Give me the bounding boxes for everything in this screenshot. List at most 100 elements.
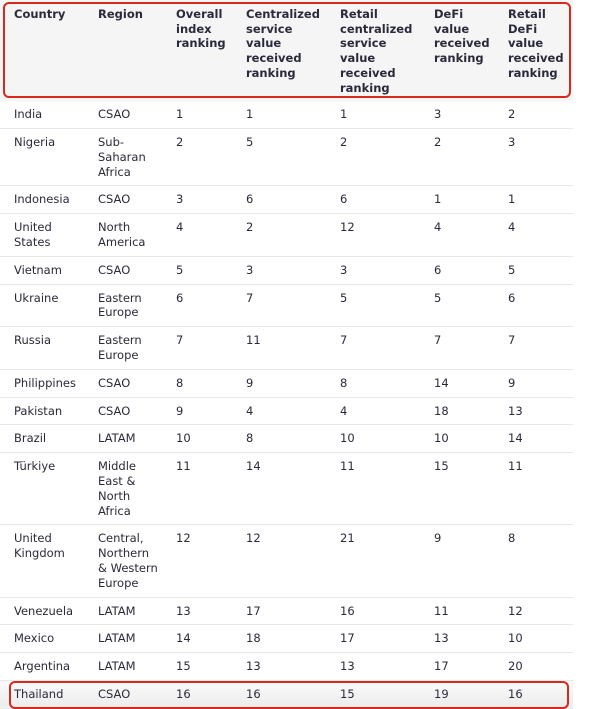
table-row: Venezuela LATAM 13 17 16 11 12: [0, 597, 573, 626]
rank-cell: 14: [162, 624, 232, 654]
rank-cell: 7: [494, 326, 573, 370]
rank-cell: 16: [494, 680, 573, 709]
table-row: Türkiye Middle East & North Africa 11 14 11 1…: [0, 452, 573, 526]
rank-cell: 10: [494, 624, 573, 654]
rank-cell: 1: [326, 101, 420, 130]
table-row: Nigeria Sub-Saharan Africa 2 5 2 2 3: [0, 128, 573, 187]
rank-cell: 18: [232, 624, 326, 654]
rank-cell: 6: [232, 185, 326, 215]
rank-cell: 3: [162, 185, 232, 215]
rank-cell: 12: [232, 524, 326, 598]
region-cell: Middle East & North Africa: [84, 452, 162, 526]
rank-cell: 4: [420, 213, 494, 257]
rank-cell: 5: [232, 128, 326, 187]
rank-cell: 5: [494, 256, 573, 285]
rank-cell: 7: [326, 326, 420, 370]
table-row: India CSAO 1 1 1 3 2: [0, 101, 573, 130]
rank-cell: 15: [420, 452, 494, 526]
region-cell: LATAM: [84, 597, 162, 626]
rank-cell: 11: [420, 597, 494, 626]
rank-cell: 13: [494, 397, 573, 426]
rank-cell: 14: [494, 424, 573, 454]
rank-cell: 13: [326, 652, 420, 681]
region-cell: Eastern Europe: [84, 326, 162, 370]
region-cell: Eastern Europe: [84, 284, 162, 328]
region-cell: LATAM: [84, 652, 162, 681]
country-cell: United Kingdom: [0, 524, 84, 598]
rank-cell: 5: [420, 284, 494, 328]
rank-cell: 7: [162, 326, 232, 370]
rank-cell: 7: [420, 326, 494, 370]
rank-cell: 21: [326, 524, 420, 598]
rank-cell: 13: [162, 597, 232, 626]
rank-cell: 20: [494, 652, 573, 681]
table-row: Mexico LATAM 14 18 17 13 10: [0, 624, 573, 654]
rank-cell: 10: [326, 424, 420, 454]
rank-cell: 16: [326, 597, 420, 626]
rank-cell: 9: [232, 369, 326, 398]
table-row: Philippines CSAO 8 9 8 14 9: [0, 369, 573, 398]
column-header: Country: [0, 0, 84, 102]
country-cell: Nigeria: [0, 128, 84, 187]
rank-cell: 3: [232, 256, 326, 285]
header-row: Country Region Overall index ranking Centra…: [0, 0, 573, 102]
rank-cell: 3: [326, 256, 420, 285]
column-header: Region: [84, 0, 162, 102]
rank-cell: 9: [162, 397, 232, 426]
country-cell: United States: [0, 213, 84, 257]
column-header: Retail DeFi value received ranking: [494, 0, 573, 102]
region-cell: Central, Northern & Western Europe: [84, 524, 162, 598]
rank-cell: 3: [494, 128, 573, 187]
rank-cell: 12: [494, 597, 573, 626]
rank-cell: 17: [420, 652, 494, 681]
rank-cell: 1: [232, 101, 326, 130]
rank-cell: 13: [232, 652, 326, 681]
region-cell: Sub-Saharan Africa: [84, 128, 162, 187]
country-cell: Venezuela: [0, 597, 84, 626]
country-cell: Pakistan: [0, 397, 84, 426]
column-header: DeFi value received ranking: [420, 0, 494, 102]
table-row: Indonesia CSAO 3 6 6 1 1: [0, 185, 573, 215]
rank-cell: 1: [162, 101, 232, 130]
column-header: Overall index ranking: [162, 0, 232, 102]
rank-cell: 13: [420, 624, 494, 654]
rank-cell: 11: [232, 326, 326, 370]
rank-cell: 16: [232, 680, 326, 709]
rank-cell: 7: [232, 284, 326, 328]
rank-cell: 9: [494, 369, 573, 398]
rankings-table: Country Region Overall index ranking Centra…: [0, 0, 573, 709]
country-cell: Thailand: [0, 680, 84, 709]
rank-cell: 11: [326, 452, 420, 526]
rank-cell: 8: [326, 369, 420, 398]
rank-cell: 6: [420, 256, 494, 285]
rank-cell: 14: [420, 369, 494, 398]
rank-cell: 2: [420, 128, 494, 187]
rank-cell: 9: [420, 524, 494, 598]
rank-cell: 1: [494, 185, 573, 215]
rank-cell: 18: [420, 397, 494, 426]
rank-cell: 17: [326, 624, 420, 654]
region-cell: CSAO: [84, 397, 162, 426]
rank-cell: 5: [162, 256, 232, 285]
rank-cell: 2: [232, 213, 326, 257]
region-cell: CSAO: [84, 680, 162, 709]
region-cell: North America: [84, 213, 162, 257]
region-cell: LATAM: [84, 624, 162, 654]
country-cell: Ukraine: [0, 284, 84, 328]
rank-cell: 10: [162, 424, 232, 454]
rank-cell: 6: [494, 284, 573, 328]
country-cell: Vietnam: [0, 256, 84, 285]
rank-cell: 2: [326, 128, 420, 187]
table-row: Ukraine Eastern Europe 6 7 5 5 6: [0, 284, 573, 328]
rank-cell: 14: [232, 452, 326, 526]
table-row: Argentina LATAM 15 13 13 17 20: [0, 652, 573, 681]
country-cell: India: [0, 101, 84, 130]
rank-cell: 2: [162, 128, 232, 187]
country-cell: Türkiye: [0, 452, 84, 526]
country-cell: Brazil: [0, 424, 84, 454]
region-cell: CSAO: [84, 256, 162, 285]
rankings-table-container: Country Region Overall index ranking Centra…: [0, 0, 573, 709]
country-cell: Argentina: [0, 652, 84, 681]
rank-cell: 17: [232, 597, 326, 626]
table-row: United Kingdom Central, Northern & Wester…: [0, 524, 573, 598]
